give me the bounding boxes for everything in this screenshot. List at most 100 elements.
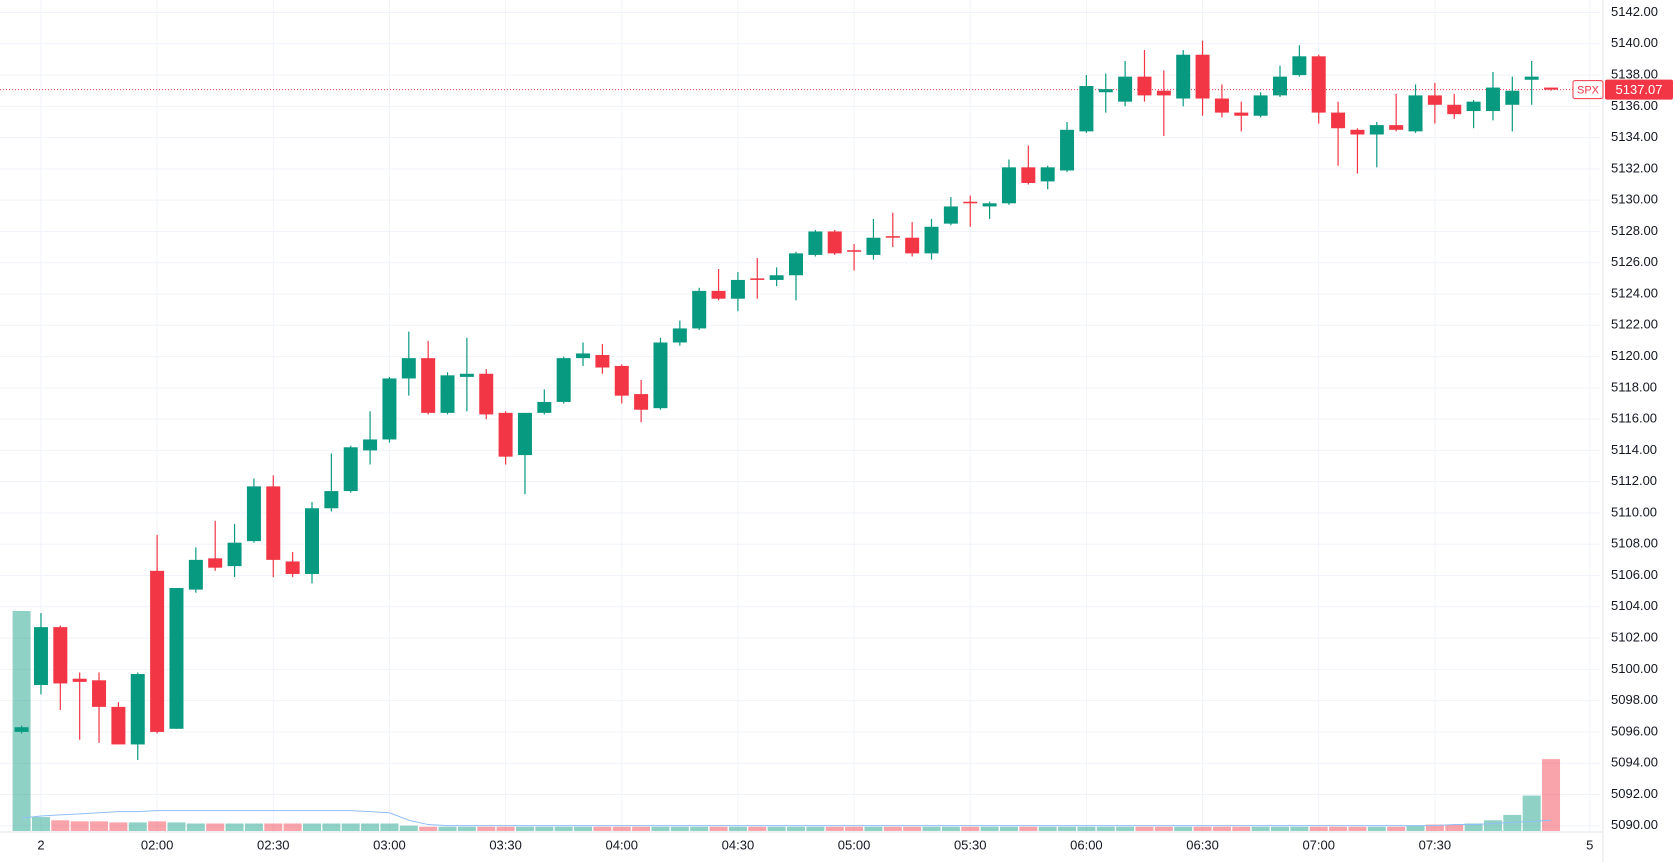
x-tick-label: 05:30 [954, 837, 987, 852]
volume-bar [1251, 826, 1270, 831]
candle-body [847, 250, 862, 252]
candle-body [498, 412, 513, 457]
volume-bar [999, 826, 1018, 831]
volume-bar [1329, 826, 1348, 831]
volume-bar [419, 826, 438, 831]
volume-bar [1387, 826, 1406, 831]
candle-body [1350, 129, 1365, 135]
x-tick-label: 07:30 [1419, 837, 1452, 852]
candle-body [827, 231, 842, 254]
candle-body [982, 203, 997, 207]
y-tick-label: 5100.00 [1611, 661, 1658, 676]
candle-body [1311, 56, 1326, 113]
y-tick-label: 5090.00 [1611, 817, 1658, 832]
volume-bar [825, 826, 844, 831]
candle-body [672, 328, 687, 343]
candle-body [1369, 125, 1384, 135]
candle-body [111, 706, 126, 745]
candle-body [188, 559, 203, 590]
volume-bar [612, 826, 631, 831]
y-tick-label: 5092.00 [1611, 786, 1658, 801]
x-tick-label: 06:00 [1070, 837, 1103, 852]
candle-body [1524, 76, 1539, 80]
candle-body [169, 588, 184, 729]
candle-body [1214, 98, 1229, 113]
volume-bar [845, 826, 864, 831]
volume-bar [1058, 826, 1077, 831]
candle-body [595, 355, 610, 368]
y-tick-label: 5142.00 [1611, 4, 1658, 19]
candle-body [924, 226, 939, 254]
volume-bar [941, 826, 960, 831]
volume-bar [1464, 823, 1483, 831]
candle-body [1292, 56, 1307, 76]
volume-bar [399, 825, 418, 831]
y-tick-label: 5112.00 [1611, 473, 1657, 488]
candle-body [1040, 167, 1055, 182]
candle-body [963, 201, 978, 204]
candle-body [1408, 95, 1423, 132]
volume-bar [70, 821, 89, 831]
candle-body [1156, 90, 1171, 96]
x-tick-label: 2 [37, 837, 44, 852]
volume-bar [12, 611, 31, 831]
volume-bar [1077, 826, 1096, 831]
volume-bar [980, 826, 999, 831]
candle-body [1021, 167, 1036, 183]
volume-bar [457, 826, 476, 831]
candle-body [305, 508, 319, 574]
candle-body [1253, 95, 1268, 116]
candle-body [421, 358, 436, 413]
candle-body [401, 358, 416, 379]
candle-body [246, 486, 261, 542]
volume-bar [1019, 826, 1038, 831]
volume-bar [554, 826, 573, 831]
candle-body [769, 275, 784, 280]
candle-body [789, 253, 803, 276]
y-tick-label: 5098.00 [1611, 692, 1658, 707]
volume-bar [1154, 826, 1173, 831]
volume-bar [322, 823, 341, 831]
candle-body [614, 365, 629, 396]
volume-bar [883, 826, 902, 831]
y-tick-label: 5140.00 [1611, 35, 1658, 50]
candle-body [14, 727, 29, 732]
volume-bar [1503, 814, 1522, 831]
volume-bar [186, 823, 205, 831]
candle-body [479, 373, 494, 415]
candle-body [1466, 101, 1481, 112]
volume-bar [1038, 826, 1057, 831]
candle-body [517, 412, 532, 456]
volume-bar [690, 826, 709, 831]
volume-bar [361, 823, 380, 831]
volume-bar [748, 826, 767, 831]
x-tick-label: 04:00 [605, 837, 638, 852]
x-tick-label: 02:00 [141, 837, 174, 852]
volume-bar [51, 820, 70, 831]
candle-body [556, 358, 571, 402]
x-tick-label: 03:30 [489, 837, 522, 852]
volume-bar [593, 826, 612, 831]
volume-bar [31, 817, 50, 831]
volume-bar [380, 823, 399, 831]
y-tick-label: 5136.00 [1611, 98, 1658, 113]
candle-body [1001, 167, 1016, 204]
candle-body [1505, 90, 1520, 105]
last-price-label: 5137.07 [1616, 82, 1663, 97]
candle-body [1427, 95, 1442, 105]
candle-body [634, 394, 649, 410]
candle-body [343, 447, 358, 492]
candle-body [1273, 76, 1287, 96]
candle-body [653, 342, 668, 409]
candle-body [363, 439, 378, 451]
volume-bar [1232, 826, 1251, 831]
candle-body [266, 486, 281, 560]
y-tick-label: 5114.00 [1611, 442, 1657, 457]
volume-bar [1096, 826, 1115, 831]
volume-bar [264, 823, 283, 831]
volume-bar [961, 826, 980, 831]
candle-body [576, 353, 591, 359]
candle-body [905, 237, 920, 254]
volume-bar [244, 823, 263, 831]
